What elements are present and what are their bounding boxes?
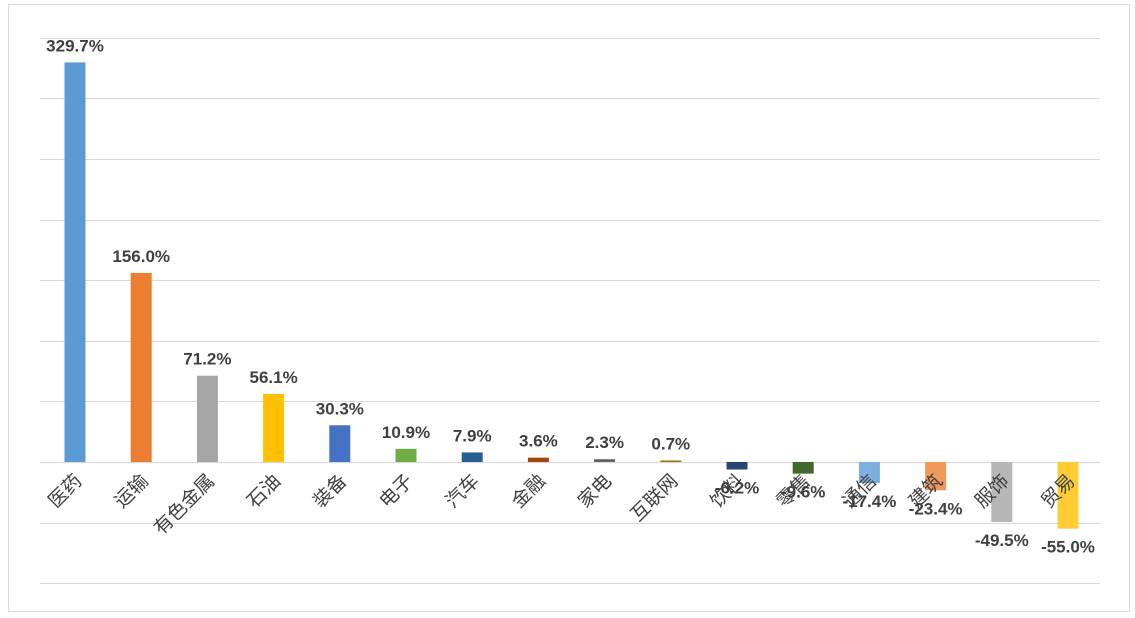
data-label-4: 56.1%	[249, 368, 297, 387]
data-label-6: 10.9%	[382, 423, 430, 442]
category-label-6: 电子	[375, 470, 417, 512]
category-label-7: 汽车	[441, 470, 483, 512]
bar-10	[660, 460, 682, 462]
gridlines	[40, 38, 1100, 584]
bar-15	[991, 462, 1013, 522]
data-label-16: -55.0%	[1041, 538, 1095, 557]
bar-2	[130, 272, 152, 462]
data-label-14: -23.4%	[909, 499, 963, 518]
data-labels: 329.7% 156.0% 71.2% 56.1% 30.3% 10.9% 7.9% 3.6%…	[46, 36, 1095, 556]
data-label-12: -9.6%	[781, 483, 825, 502]
category-label-8: 金融	[507, 470, 549, 512]
category-label-12: 零售	[772, 470, 814, 512]
data-label-15: -49.5%	[975, 531, 1029, 550]
data-label-9: 2.3%	[585, 433, 624, 452]
data-label-13: -17.4%	[842, 492, 896, 511]
bar-13	[858, 462, 880, 484]
data-label-10: 0.7%	[651, 435, 690, 454]
data-label-3: 71.2%	[183, 350, 231, 369]
data-label-5: 30.3%	[316, 399, 364, 418]
bar-1	[64, 62, 86, 463]
data-label-2: 156.0%	[112, 247, 170, 266]
bar-7	[461, 452, 483, 462]
category-label-9: 家电	[574, 470, 616, 512]
bar-9	[594, 459, 616, 462]
data-label-11: -6.2%	[715, 479, 759, 498]
category-label-1: 医药	[44, 470, 86, 512]
bar-4	[263, 394, 285, 462]
category-label-10: 互联网	[626, 470, 682, 526]
bar-12	[792, 462, 814, 474]
bar-16	[1057, 462, 1079, 529]
bar-11	[726, 462, 748, 470]
category-label-11: 饮料	[706, 470, 748, 512]
category-label-5: 装备	[309, 470, 351, 512]
bar-3	[196, 375, 218, 462]
bar-6	[395, 448, 417, 462]
data-label-7: 7.9%	[453, 426, 492, 445]
bar-8	[527, 457, 549, 462]
category-label-4: 石油	[243, 470, 285, 512]
bars	[64, 62, 1079, 529]
bar-14	[925, 462, 947, 491]
data-label-8: 3.6%	[519, 432, 558, 451]
category-label-3: 有色金属	[150, 470, 219, 539]
category-label-2: 运输	[110, 470, 152, 512]
data-label-1: 329.7%	[46, 36, 104, 55]
chart-frame	[8, 4, 1130, 612]
bar-5	[329, 425, 351, 462]
